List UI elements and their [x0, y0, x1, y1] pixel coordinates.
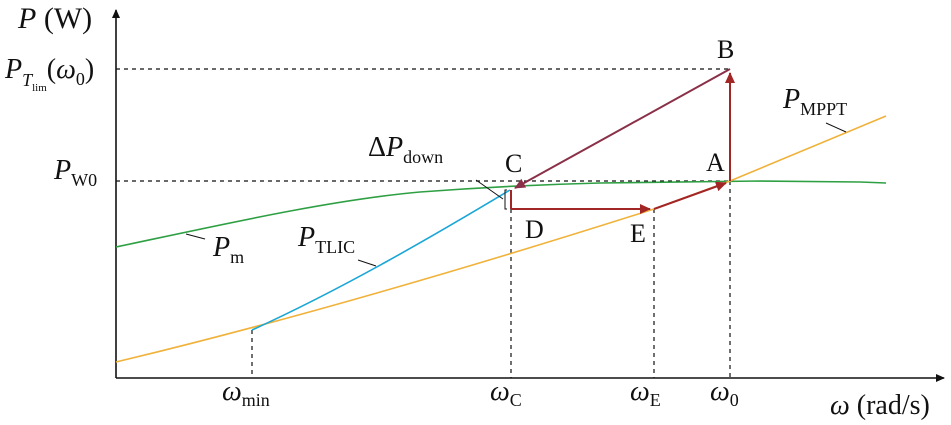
delta-p-bracket: [504, 189, 507, 210]
point-e-label: E: [630, 219, 646, 248]
ptlic-curve-label: PTLIC: [297, 222, 355, 257]
point-d-label: D: [525, 215, 544, 244]
plim-tick-label: PTlim(ω0): [4, 54, 94, 94]
pm-leader: [185, 233, 206, 240]
omega-e-tick-label: ωE: [630, 376, 661, 410]
point-a-label: A: [706, 148, 725, 177]
delta-p-down-label: ΔPdown: [368, 132, 443, 167]
pmppt-leader: [825, 122, 847, 133]
point-c-label: C: [505, 149, 522, 178]
pmppt-curve-label: PMPPT: [782, 84, 847, 119]
ptlic-curve: [251, 189, 511, 331]
omega-0-tick-label: ω0: [710, 376, 739, 410]
ptlic-leader: [357, 259, 377, 267]
pmppt-curve: [115, 115, 887, 363]
arrow-e-to-a: [653, 181, 727, 210]
point-b-label: B: [717, 35, 734, 64]
arrow-b-to-c: [514, 68, 731, 189]
delta-p-leader: [475, 179, 504, 200]
pm-curve: [115, 180, 887, 248]
omega-min-tick-label: ωmin: [222, 376, 270, 410]
pw0-tick-label: PW0: [53, 155, 97, 190]
x-axis-label: ω (rad/s): [830, 390, 930, 421]
omega-c-tick-label: ωC: [490, 376, 522, 410]
y-axis-label: P (W): [17, 2, 92, 35]
pm-curve-label: Pm: [212, 232, 244, 267]
